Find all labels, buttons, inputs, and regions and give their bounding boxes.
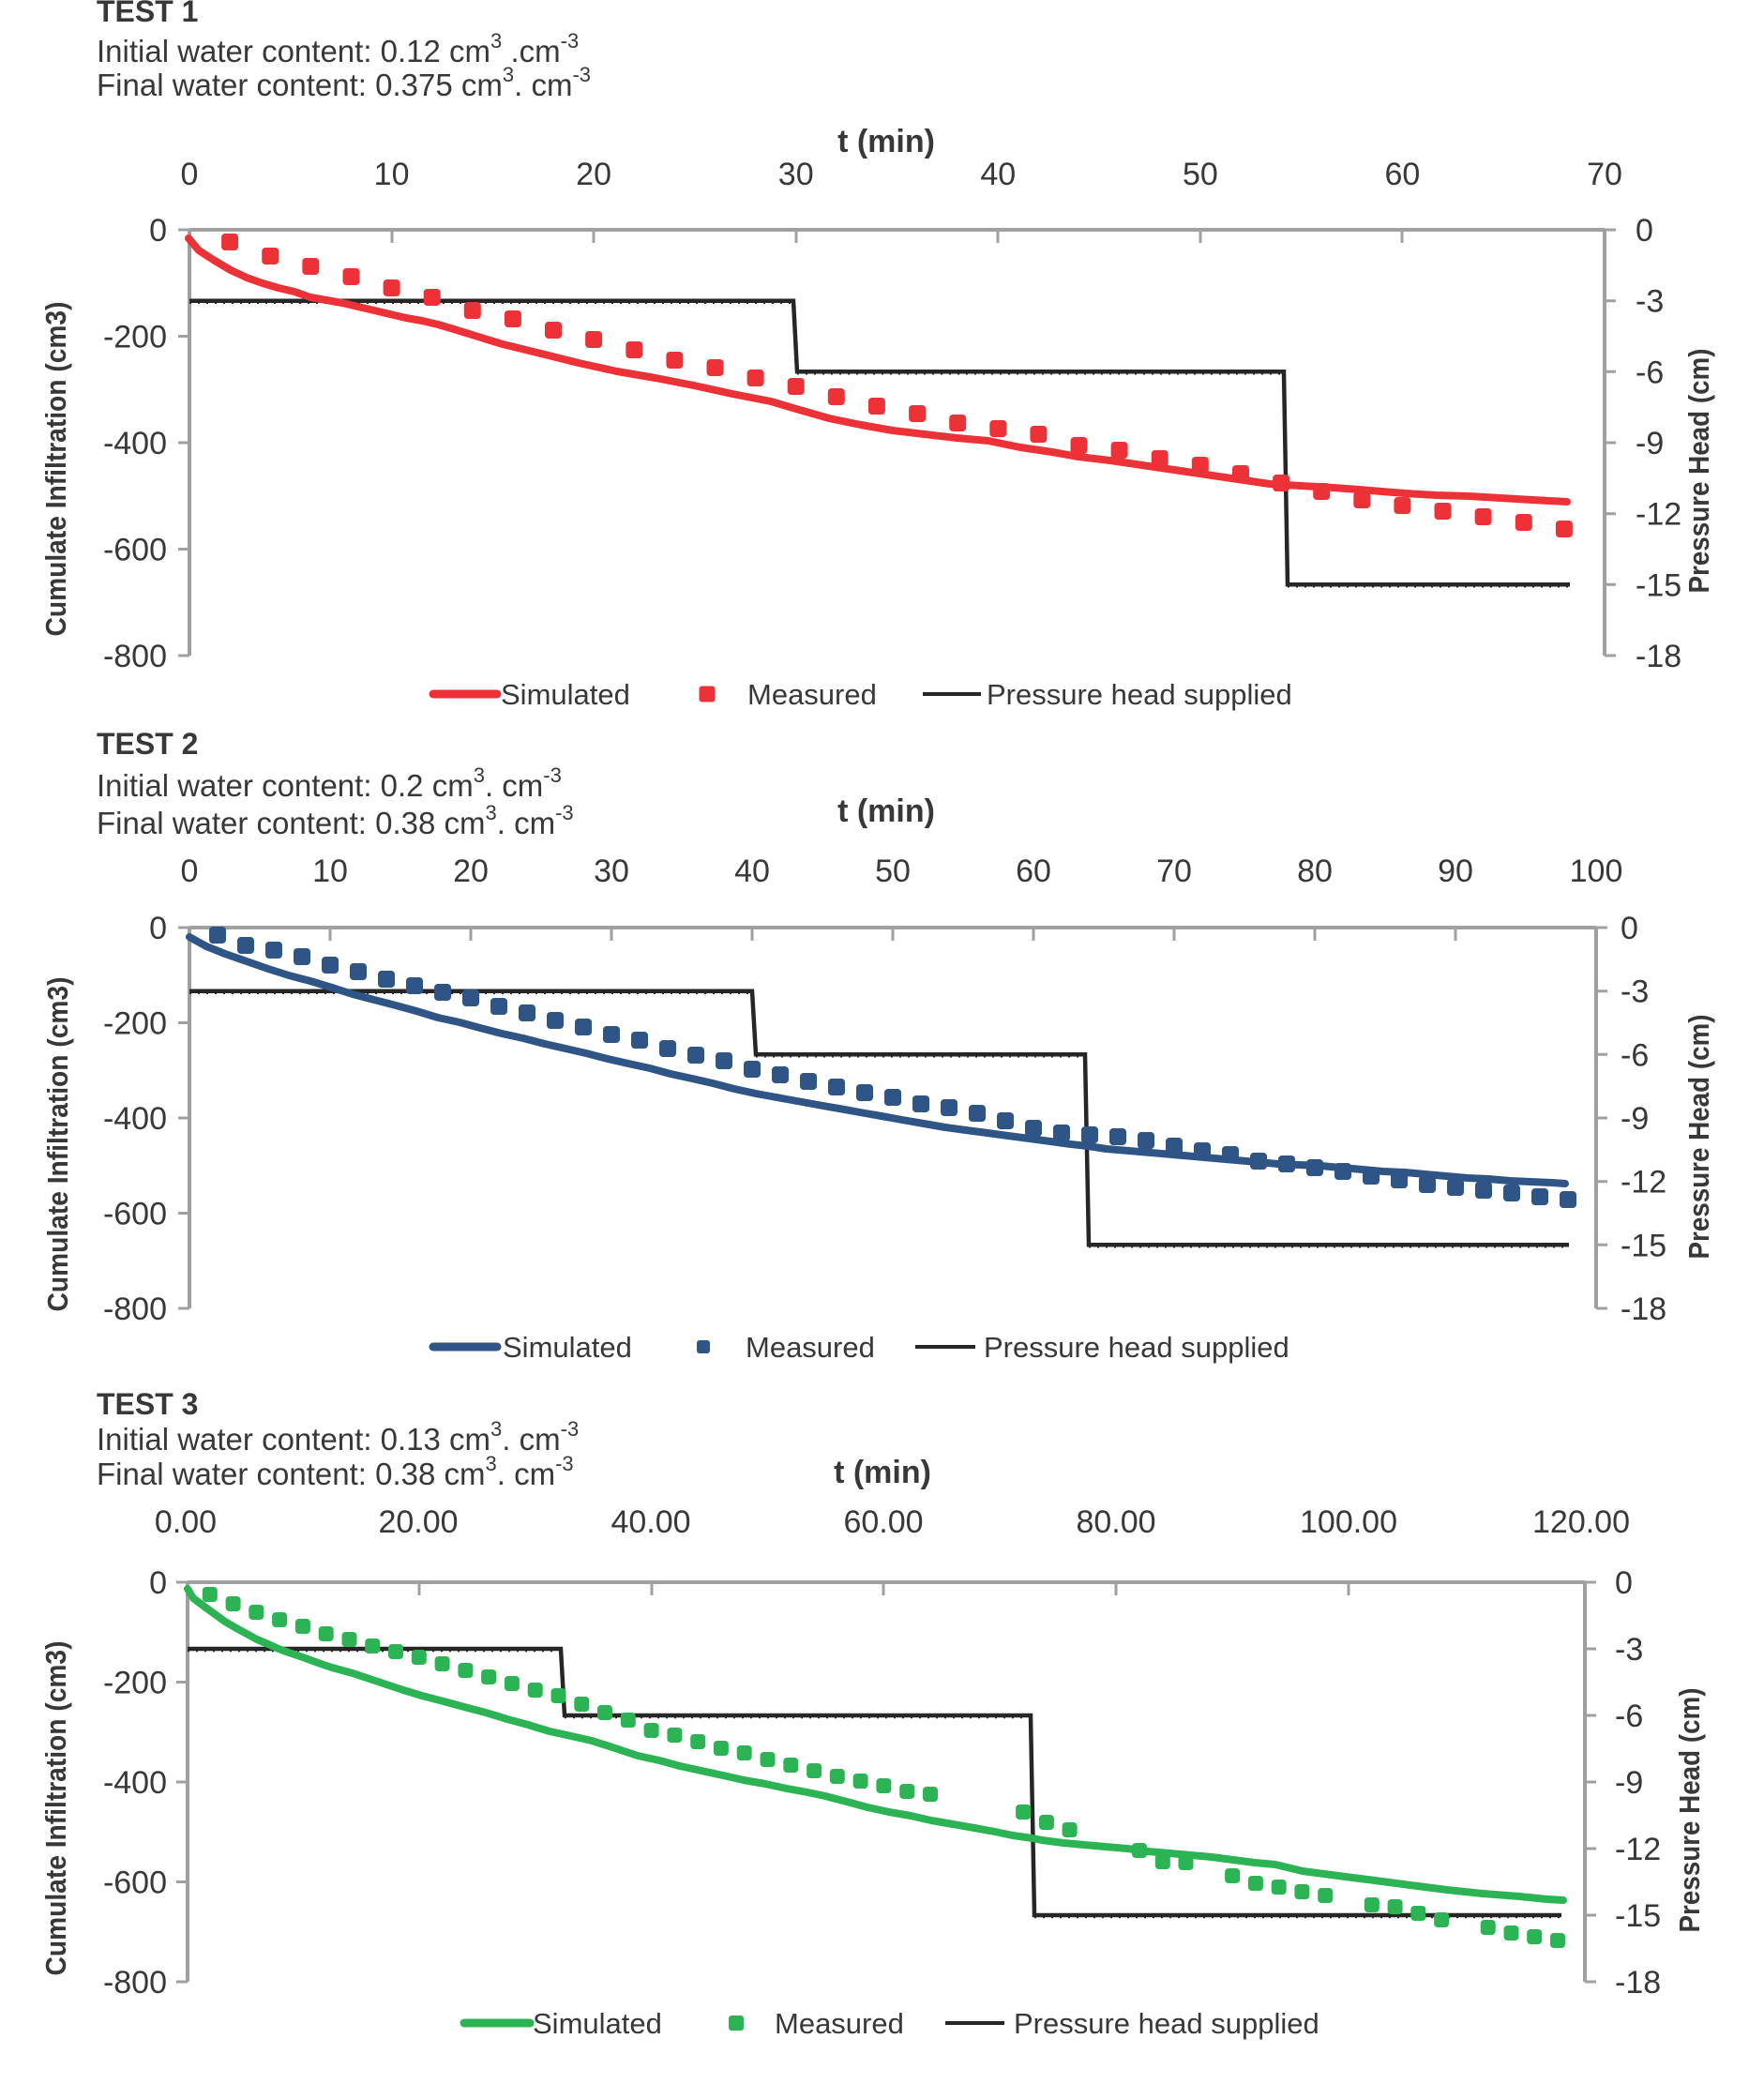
svg-text:-6: -6 xyxy=(1621,1037,1649,1073)
svg-text:60: 60 xyxy=(1384,157,1420,192)
svg-text:80.00: 80.00 xyxy=(1076,1504,1155,1540)
svg-text:t (min): t (min) xyxy=(834,1455,931,1490)
svg-text:-6: -6 xyxy=(1636,355,1664,390)
svg-text:Pressure head supplied: Pressure head supplied xyxy=(987,678,1292,711)
svg-text:120.00: 120.00 xyxy=(1532,1504,1630,1540)
svg-text:20.00: 20.00 xyxy=(378,1504,458,1540)
svg-text:50: 50 xyxy=(1183,157,1218,192)
svg-text:0: 0 xyxy=(149,213,167,249)
svg-text:0: 0 xyxy=(1621,911,1638,946)
svg-text:0: 0 xyxy=(1636,213,1653,249)
svg-text:TEST 1: TEST 1 xyxy=(97,0,198,28)
svg-text:-12: -12 xyxy=(1621,1165,1666,1201)
svg-text:TEST 3: TEST 3 xyxy=(97,1387,198,1421)
svg-text:-200: -200 xyxy=(103,320,167,355)
svg-text:Cumulate Infiltration (cm3): Cumulate Infiltration (cm3) xyxy=(39,1641,72,1976)
svg-text:Initial water content: 0.2 cm3: Initial water content: 0.2 cm3. cm-3 xyxy=(97,763,562,803)
svg-text:60.00: 60.00 xyxy=(843,1504,923,1540)
svg-text:0.00: 0.00 xyxy=(155,1504,217,1540)
svg-text:Pressure head supplied: Pressure head supplied xyxy=(1014,2007,1319,2040)
svg-text:0: 0 xyxy=(149,1565,167,1601)
svg-text:-400: -400 xyxy=(103,426,167,461)
svg-text:-18: -18 xyxy=(1615,1965,1661,2001)
svg-text:-600: -600 xyxy=(103,1865,167,1901)
svg-text:100.00: 100.00 xyxy=(1300,1504,1397,1540)
svg-text:0: 0 xyxy=(149,911,167,946)
svg-text:20: 20 xyxy=(576,157,611,192)
svg-text:-15: -15 xyxy=(1636,567,1681,603)
svg-text:Final water content: 0.38 cm3.: Final water content: 0.38 cm3. cm-3 xyxy=(97,801,574,840)
svg-text:90: 90 xyxy=(1438,853,1473,889)
svg-text:Initial water content: 0.12 cm: Initial water content: 0.12 cm3 .cm-3 xyxy=(97,29,579,68)
svg-text:Pressure head supplied: Pressure head supplied xyxy=(984,1331,1289,1364)
svg-text:40: 40 xyxy=(980,157,1016,192)
svg-text:70: 70 xyxy=(1587,157,1622,192)
svg-text:20: 20 xyxy=(453,853,489,889)
svg-text:-6: -6 xyxy=(1615,1699,1643,1734)
svg-text:0: 0 xyxy=(181,157,199,192)
svg-text:10: 10 xyxy=(374,157,410,192)
svg-text:-600: -600 xyxy=(103,1197,167,1232)
svg-text:-9: -9 xyxy=(1636,426,1664,461)
svg-text:Measured: Measured xyxy=(747,678,877,711)
svg-text:-800: -800 xyxy=(103,1291,167,1327)
svg-text:Cumulate Infiltration (cm3): Cumulate Infiltration (cm3) xyxy=(41,977,74,1312)
svg-text:-400: -400 xyxy=(103,1101,167,1137)
svg-text:Pressure Head (cm): Pressure Head (cm) xyxy=(1673,1688,1706,1933)
svg-text:t (min): t (min) xyxy=(837,793,935,829)
svg-text:-12: -12 xyxy=(1636,497,1681,533)
svg-text:60: 60 xyxy=(1016,853,1051,889)
svg-text:-600: -600 xyxy=(103,533,167,568)
svg-text:-9: -9 xyxy=(1615,1765,1643,1801)
svg-text:0: 0 xyxy=(1615,1565,1633,1601)
svg-text:-18: -18 xyxy=(1621,1291,1666,1327)
svg-text:-3: -3 xyxy=(1621,974,1649,1010)
svg-text:Measured: Measured xyxy=(775,2007,904,2040)
svg-text:Measured: Measured xyxy=(746,1331,875,1364)
svg-text:40: 40 xyxy=(734,853,770,889)
svg-text:-400: -400 xyxy=(103,1765,167,1801)
svg-text:50: 50 xyxy=(875,853,911,889)
svg-text:-15: -15 xyxy=(1621,1228,1666,1263)
svg-text:Pressure Head (cm): Pressure Head (cm) xyxy=(1682,1015,1715,1260)
svg-text:80: 80 xyxy=(1297,853,1333,889)
svg-text:70: 70 xyxy=(1156,853,1192,889)
svg-text:-200: -200 xyxy=(103,1666,167,1701)
svg-text:Pressure Head (cm): Pressure Head (cm) xyxy=(1682,349,1715,594)
svg-text:100: 100 xyxy=(1570,853,1623,889)
svg-text:30: 30 xyxy=(594,853,629,889)
svg-text:30: 30 xyxy=(778,157,814,192)
svg-text:-3: -3 xyxy=(1615,1632,1643,1668)
svg-text:-800: -800 xyxy=(103,1965,167,2001)
svg-text:-800: -800 xyxy=(103,639,167,674)
svg-text:Simulated: Simulated xyxy=(503,1331,632,1364)
svg-text:Simulated: Simulated xyxy=(533,2007,662,2040)
svg-text:-12: -12 xyxy=(1615,1832,1661,1867)
svg-text:-9: -9 xyxy=(1621,1101,1649,1137)
svg-text:-18: -18 xyxy=(1636,639,1681,674)
svg-text:Simulated: Simulated xyxy=(501,678,630,711)
svg-text:0: 0 xyxy=(181,853,199,889)
svg-text:-15: -15 xyxy=(1615,1898,1661,1934)
svg-text:Final water content: 0.38 cm3.: Final water content: 0.38 cm3. cm-3 xyxy=(97,1452,574,1491)
svg-text:-200: -200 xyxy=(103,1006,167,1042)
svg-text:-3: -3 xyxy=(1636,284,1664,320)
svg-text:TEST 2: TEST 2 xyxy=(97,727,198,761)
svg-text:Cumulate Infiltration (cm3): Cumulate Infiltration (cm3) xyxy=(39,302,72,637)
svg-text:t (min): t (min) xyxy=(837,124,935,159)
svg-text:40.00: 40.00 xyxy=(611,1504,690,1540)
svg-text:Final water content: 0.375 cm3: Final water content: 0.375 cm3. cm-3 xyxy=(97,63,591,102)
svg-text:10: 10 xyxy=(312,853,348,889)
svg-text:Initial water content: 0.13 cm: Initial water content: 0.13 cm3. cm-3 xyxy=(97,1417,579,1457)
